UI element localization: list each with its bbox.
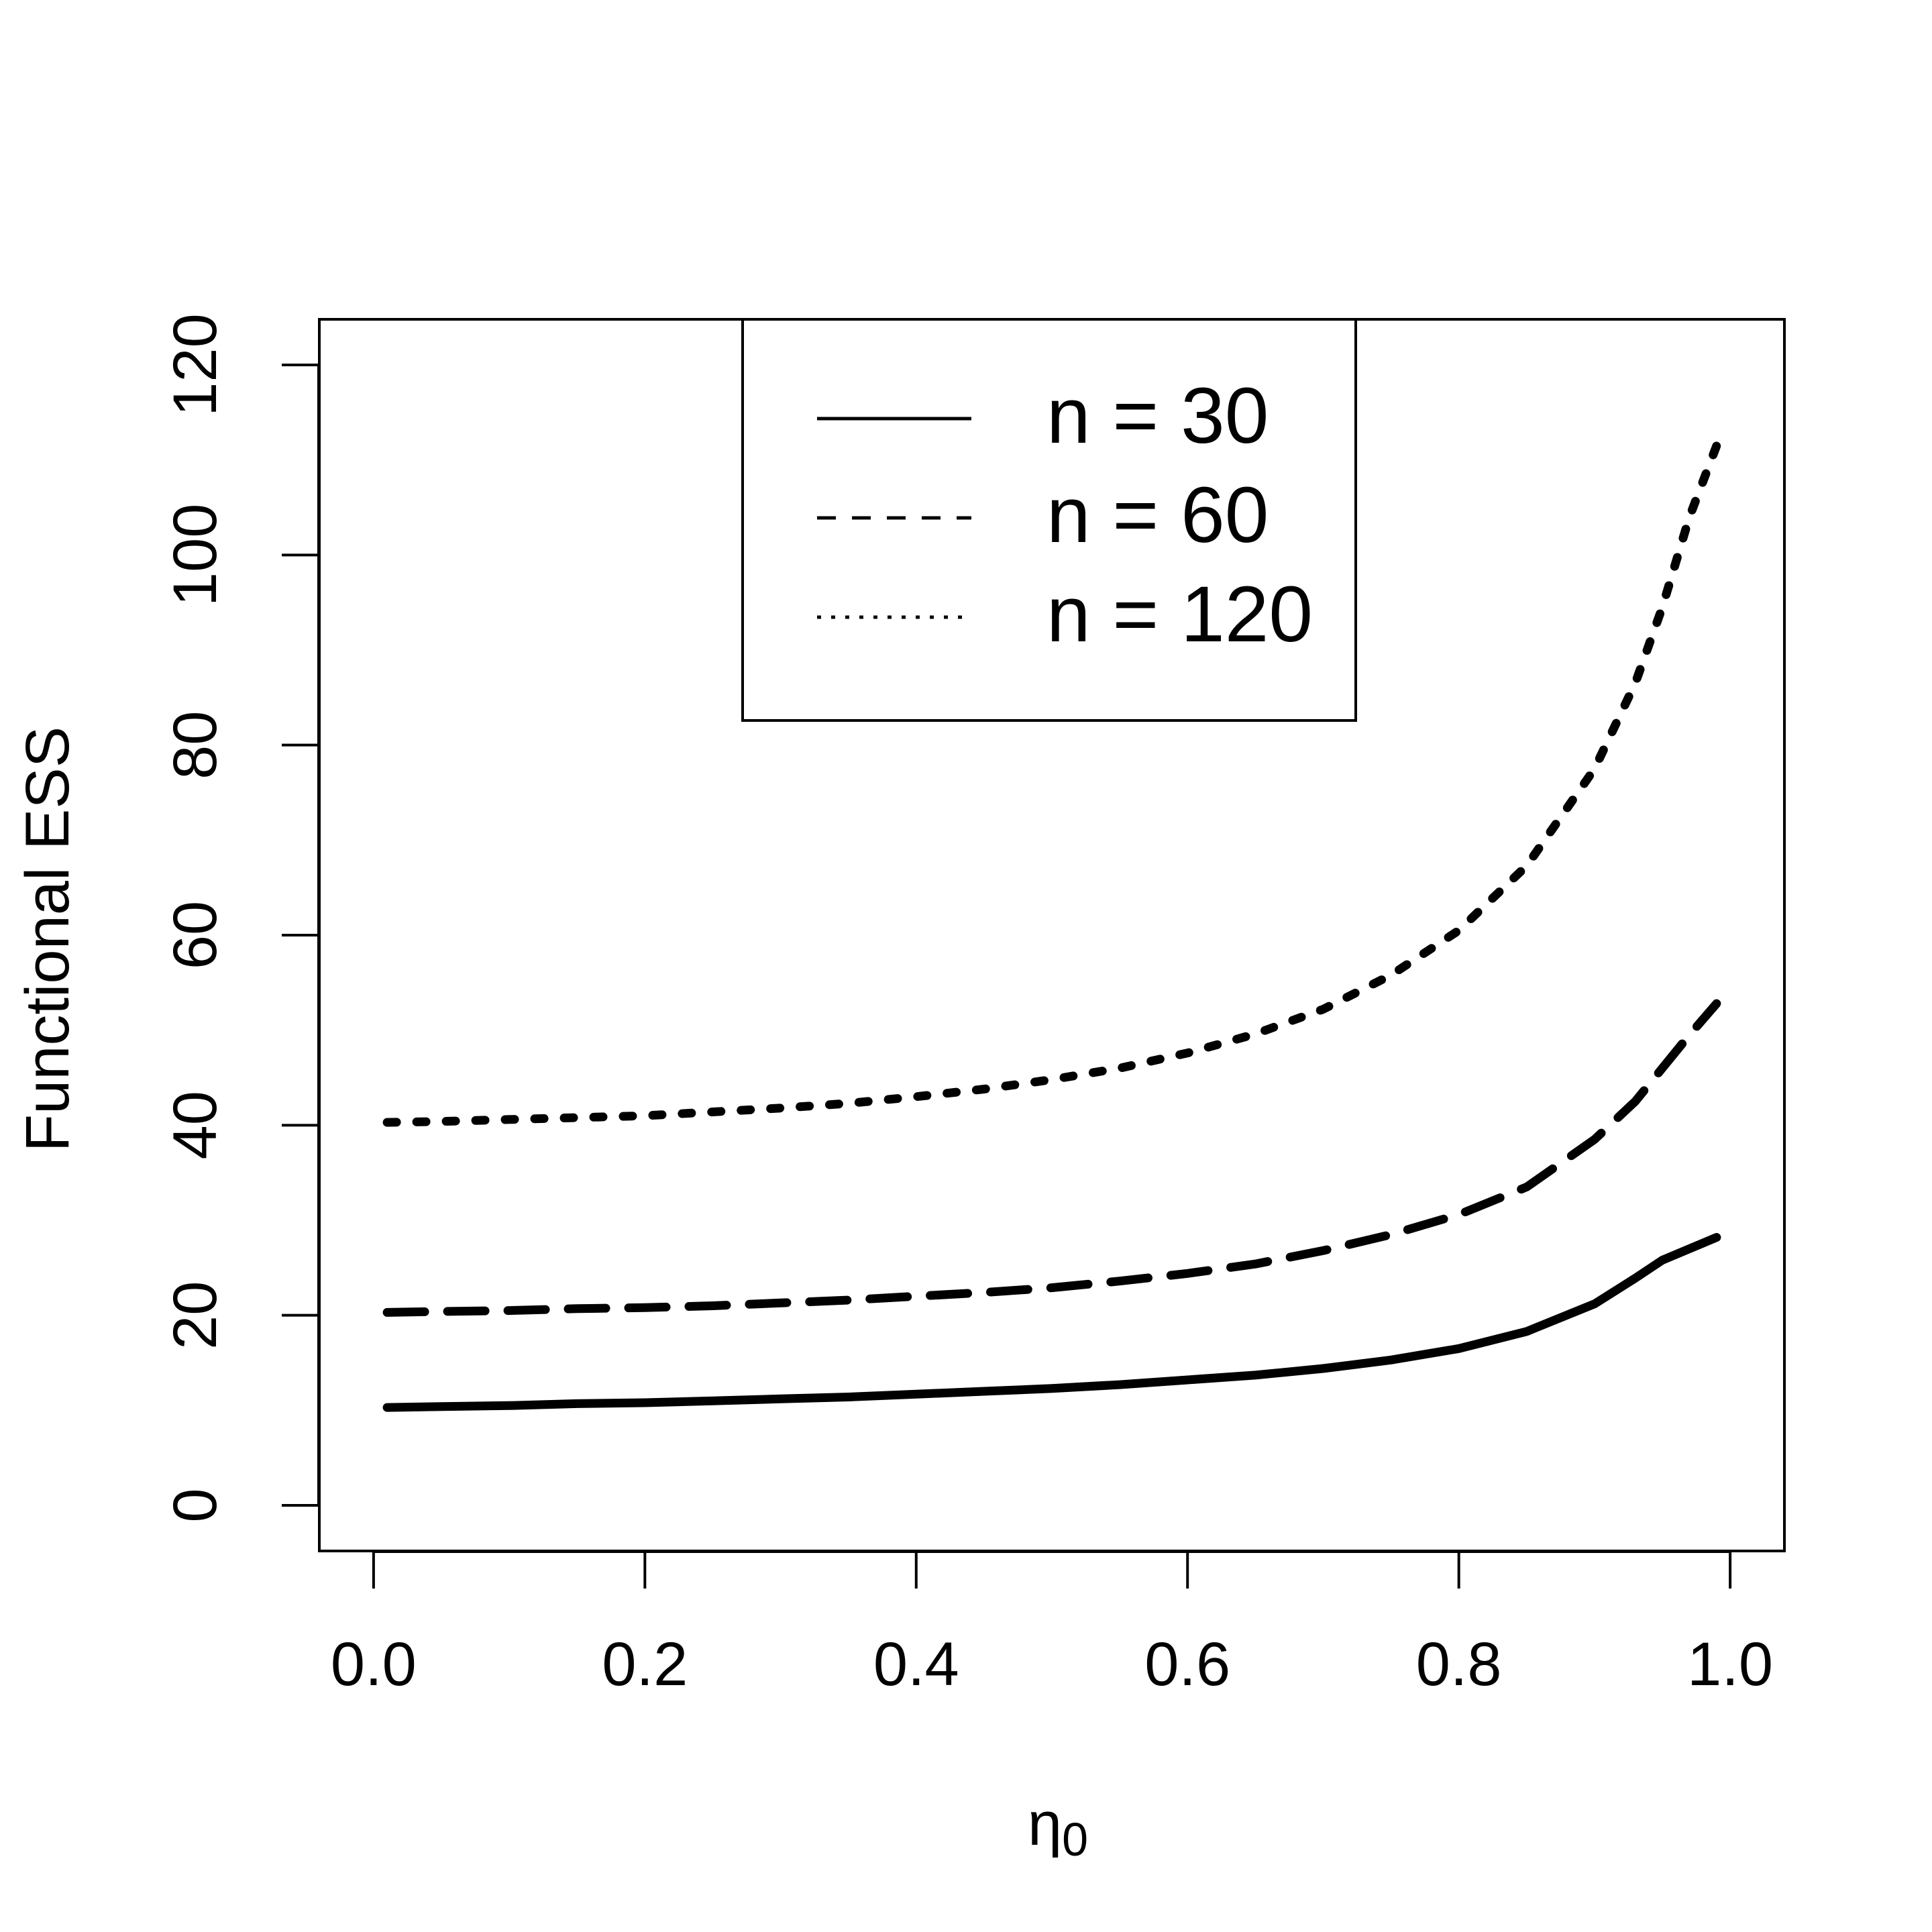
x-axis-label: η0	[1028, 1790, 1088, 1866]
series-line-2	[382, 441, 1721, 1127]
x-tick-label: 0.4	[873, 1630, 959, 1699]
y-tick-label: 60	[161, 901, 229, 969]
series-line-0	[382, 1233, 1721, 1412]
x-tick-label: 0.2	[602, 1630, 688, 1699]
x-tick-label: 0.8	[1416, 1630, 1502, 1699]
legend-item: n = 30	[817, 372, 1269, 460]
legend-item: n = 120	[817, 570, 1313, 659]
y-tick-label: 80	[161, 711, 229, 780]
y-tick-label: 0	[161, 1488, 229, 1522]
y-axis: 0 20 40 60 80 100 120	[161, 313, 320, 1523]
y-axis-label: Functional ESS	[13, 727, 82, 1152]
series-lines	[382, 441, 1721, 1412]
legend-item: n = 60	[817, 471, 1269, 559]
x-axis-label-symbol: η	[1028, 1790, 1062, 1858]
y-tick-label: 100	[161, 504, 229, 607]
series-line-1	[382, 999, 1721, 1317]
y-tick-label: 20	[161, 1281, 229, 1350]
x-tick-label: 0.0	[331, 1630, 417, 1699]
y-tick-label: 40	[161, 1091, 229, 1159]
x-axis: 0.0 0.2 0.4 0.6 0.8 1.0	[331, 1550, 1773, 1699]
x-axis-label-subscript: 0	[1062, 1813, 1088, 1866]
legend-label: n = 120	[1046, 570, 1313, 659]
x-tick-label: 1.0	[1687, 1630, 1773, 1699]
legend: n = 30 n = 60 n = 120	[741, 318, 1357, 722]
y-tick-label: 120	[161, 313, 229, 417]
legend-label: n = 60	[1046, 471, 1269, 559]
legend-box	[741, 318, 1357, 722]
legend-label: n = 30	[1046, 372, 1269, 460]
x-tick-label: 0.6	[1144, 1630, 1230, 1699]
